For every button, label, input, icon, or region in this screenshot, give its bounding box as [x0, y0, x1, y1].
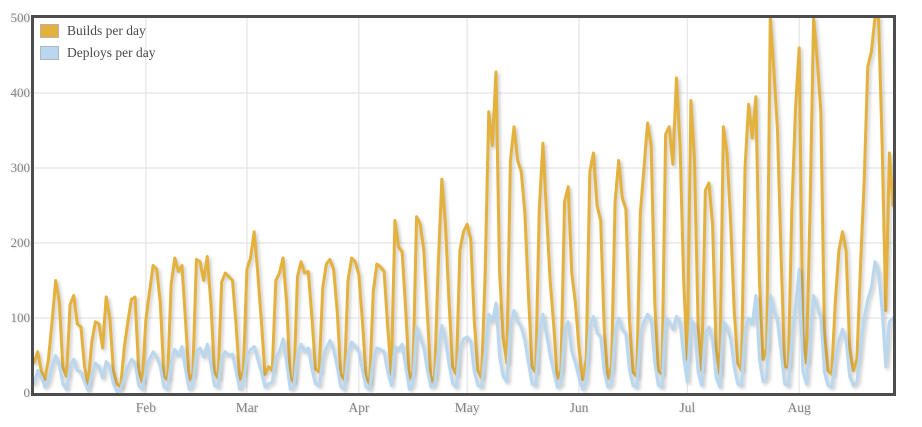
y-tick-label: 400 [10, 85, 31, 100]
legend-label: Builds per day [67, 23, 146, 38]
x-tick-label: Jul [679, 400, 696, 415]
x-tick-label: Aug [787, 400, 811, 415]
x-tick-label: Apr [348, 400, 370, 415]
x-tick-label: Feb [135, 400, 156, 415]
legend-swatch-builds-icon [40, 24, 59, 38]
x-tick-label: Jun [569, 400, 589, 415]
y-tick-label: 100 [10, 310, 31, 325]
plot-canvas [34, 18, 893, 393]
legend-item: Builds per day [40, 23, 155, 39]
x-tick-label: Mar [235, 400, 259, 415]
legend-label: Deploys per day [67, 45, 156, 60]
builds-line [34, 18, 893, 389]
deploys-line [34, 260, 893, 393]
legend-item: Deploys per day [40, 45, 155, 61]
y-tick-label: 300 [10, 160, 31, 175]
legend: Builds per day Deploys per day [40, 23, 155, 67]
x-tick-label: May [454, 400, 480, 415]
y-tick-label: 500 [10, 10, 31, 25]
y-tick-label: 0 [23, 385, 31, 400]
y-tick-label: 200 [10, 235, 31, 250]
legend-swatch-deploys-icon [40, 46, 59, 60]
